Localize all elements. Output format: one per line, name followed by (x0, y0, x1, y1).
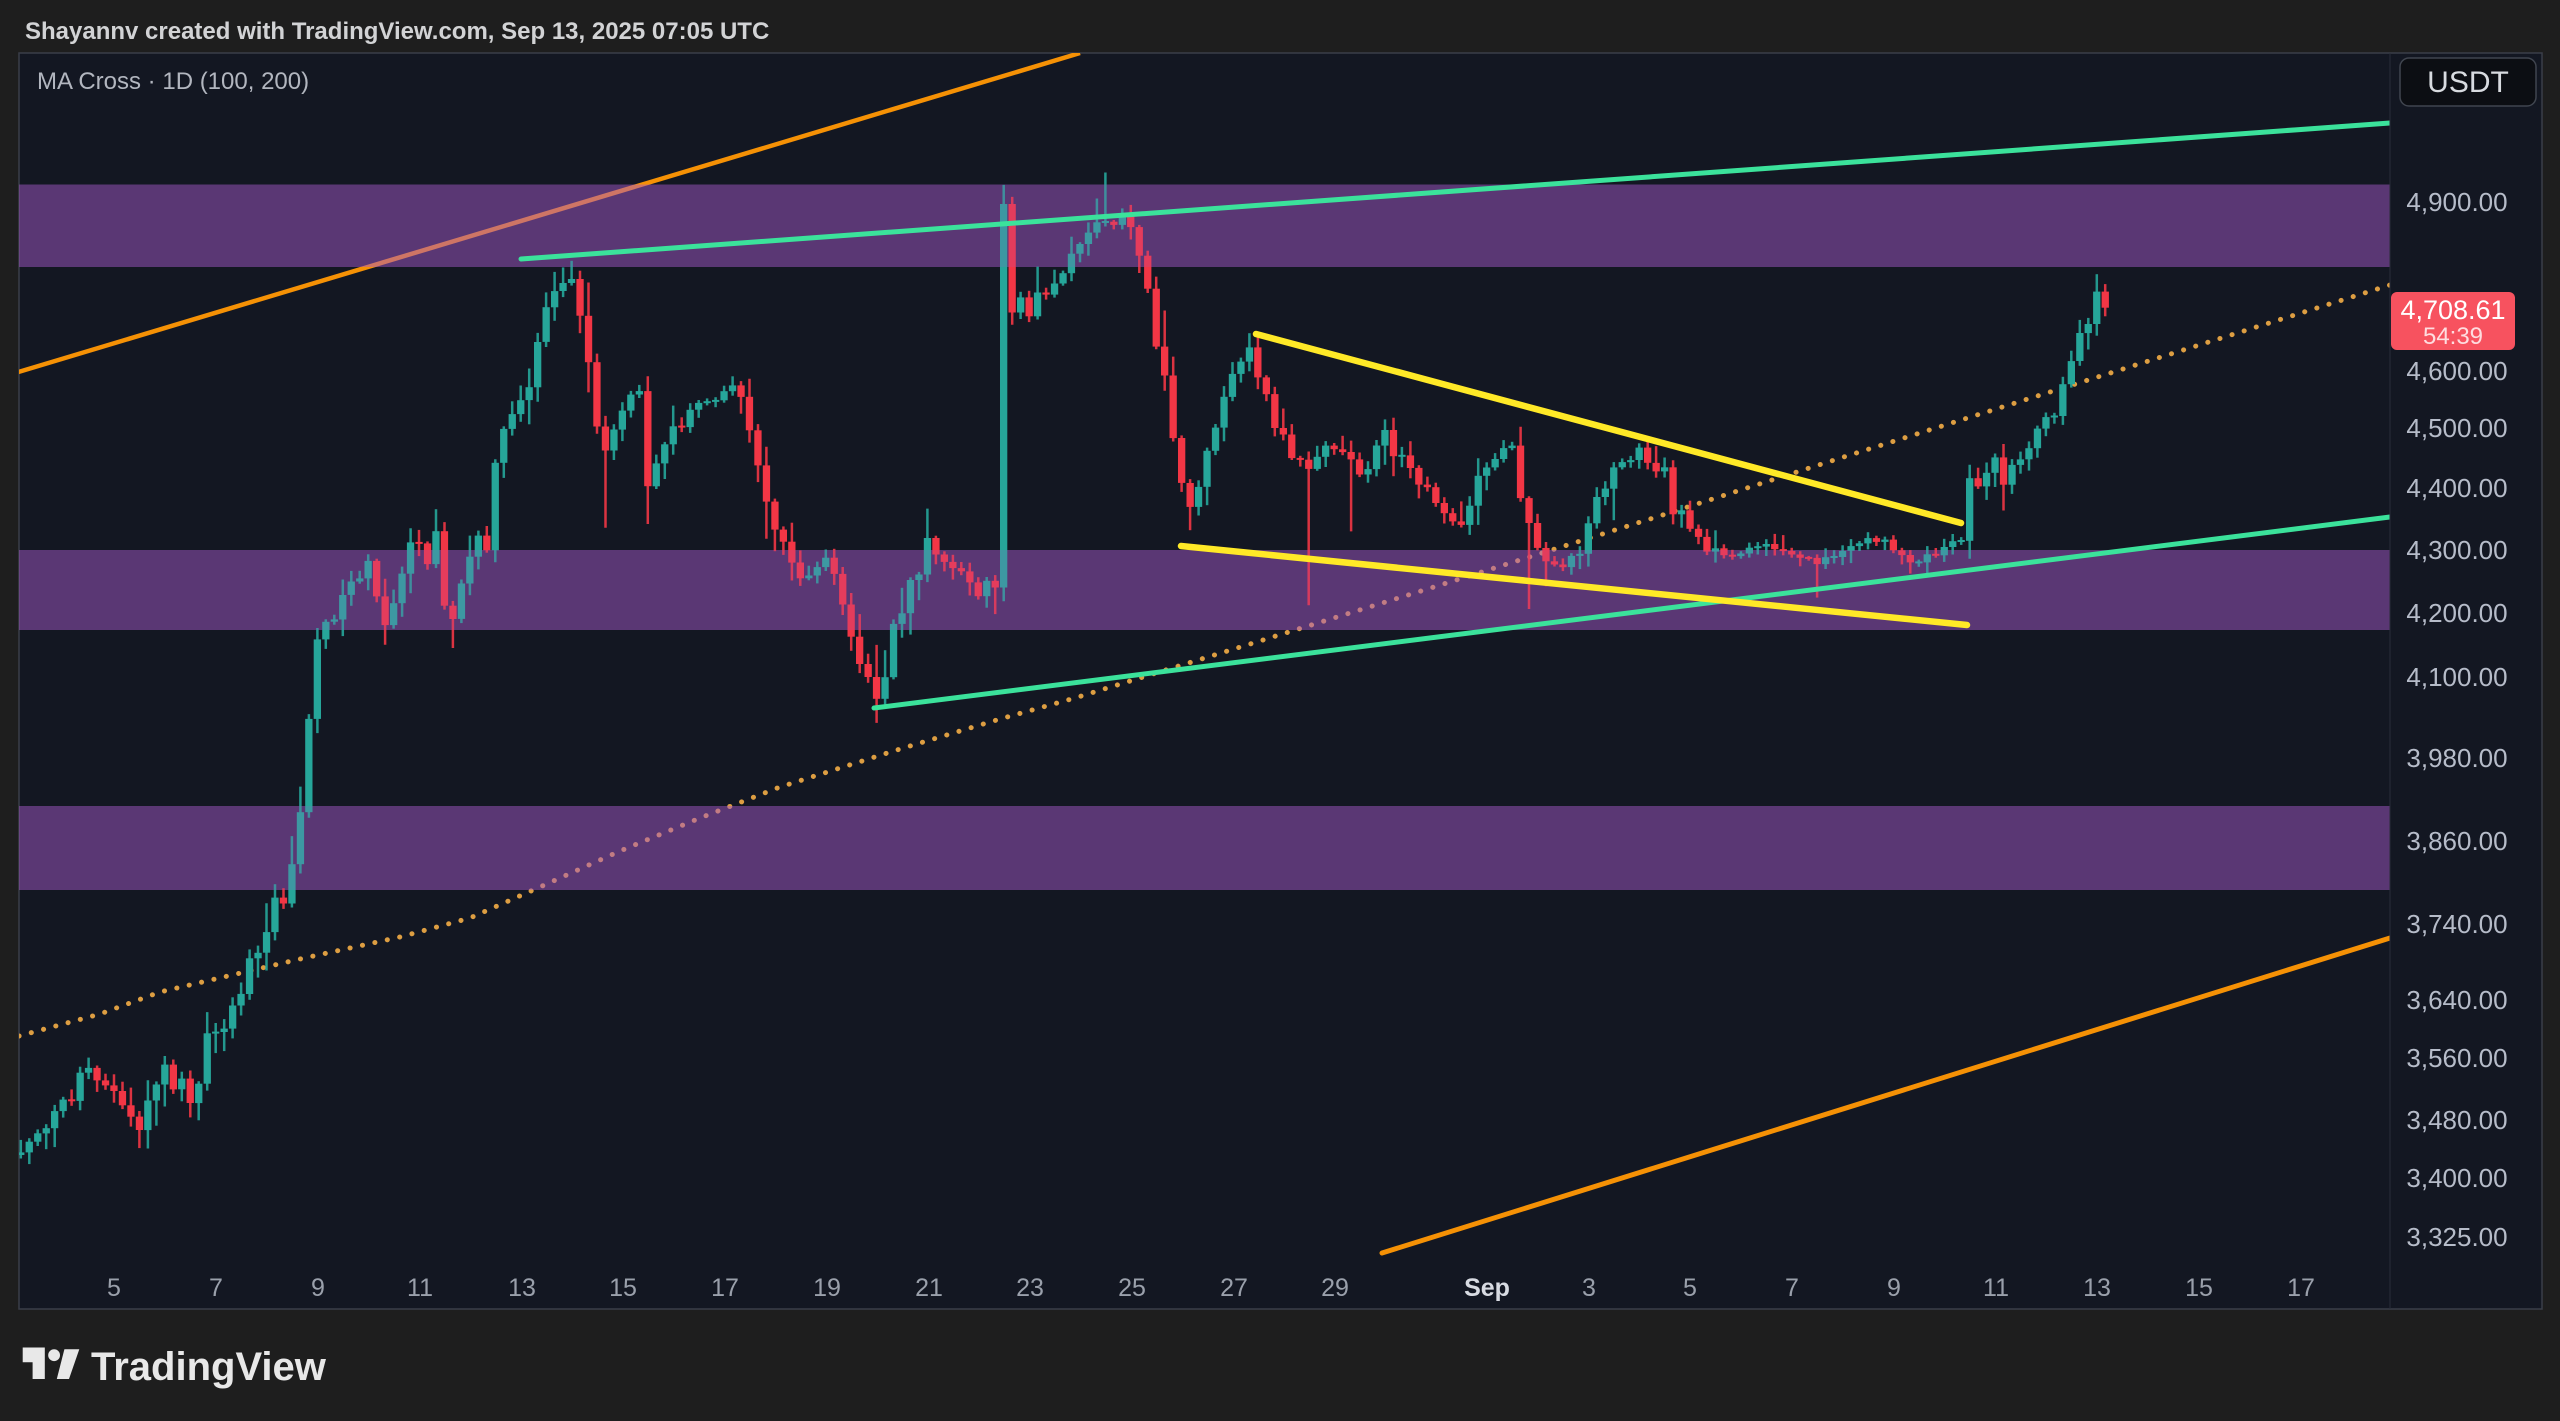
svg-text:5: 5 (1683, 1274, 1697, 1302)
svg-text:3,400.00: 3,400.00 (2406, 1163, 2507, 1193)
svg-text:21: 21 (915, 1274, 943, 1302)
svg-text:17: 17 (2287, 1274, 2315, 1302)
svg-text:19: 19 (813, 1274, 841, 1302)
svg-text:3,325.00: 3,325.00 (2406, 1222, 2507, 1252)
svg-text:4,600.00: 4,600.00 (2406, 356, 2507, 386)
svg-text:3,740.00: 3,740.00 (2406, 909, 2507, 939)
svg-text:13: 13 (508, 1274, 536, 1302)
svg-text:MA Cross · 1D (100, 200): MA Cross · 1D (100, 200) (37, 68, 309, 95)
svg-text:7: 7 (209, 1274, 223, 1302)
svg-text:TradingView: TradingView (91, 1345, 327, 1389)
svg-text:9: 9 (311, 1274, 325, 1302)
svg-text:4,200.00: 4,200.00 (2406, 598, 2507, 628)
svg-text:4,100.00: 4,100.00 (2406, 662, 2507, 692)
svg-text:54:39: 54:39 (2423, 323, 2483, 350)
svg-text:4,900.00: 4,900.00 (2406, 187, 2507, 217)
svg-text:4,400.00: 4,400.00 (2406, 473, 2507, 503)
svg-text:17: 17 (711, 1274, 739, 1302)
svg-text:3,560.00: 3,560.00 (2406, 1043, 2507, 1073)
svg-text:USDT: USDT (2427, 66, 2509, 99)
svg-text:3,480.00: 3,480.00 (2406, 1105, 2507, 1135)
svg-text:11: 11 (1983, 1274, 2009, 1302)
svg-text:13: 13 (2083, 1274, 2111, 1302)
svg-text:27: 27 (1220, 1274, 1248, 1302)
svg-text:7: 7 (1785, 1274, 1799, 1302)
svg-text:23: 23 (1016, 1274, 1044, 1302)
svg-text:4,500.00: 4,500.00 (2406, 413, 2507, 443)
svg-text:4,300.00: 4,300.00 (2406, 535, 2507, 565)
svg-text:29: 29 (1321, 1274, 1349, 1302)
svg-text:3: 3 (1582, 1274, 1596, 1302)
svg-text:25: 25 (1118, 1274, 1146, 1302)
svg-text:4,708.61: 4,708.61 (2400, 295, 2505, 325)
svg-text:15: 15 (2185, 1274, 2213, 1302)
svg-text:Sep: Sep (1464, 1274, 1510, 1302)
svg-text:3,860.00: 3,860.00 (2406, 826, 2507, 856)
svg-text:5: 5 (107, 1274, 121, 1302)
svg-text:11: 11 (407, 1274, 433, 1302)
svg-text:Shayannv created with TradingV: Shayannv created with TradingView.com, S… (25, 18, 769, 45)
svg-text:3,640.00: 3,640.00 (2406, 985, 2507, 1015)
svg-text:9: 9 (1887, 1274, 1901, 1302)
svg-text:3,980.00: 3,980.00 (2406, 743, 2507, 773)
svg-text:15: 15 (609, 1274, 637, 1302)
